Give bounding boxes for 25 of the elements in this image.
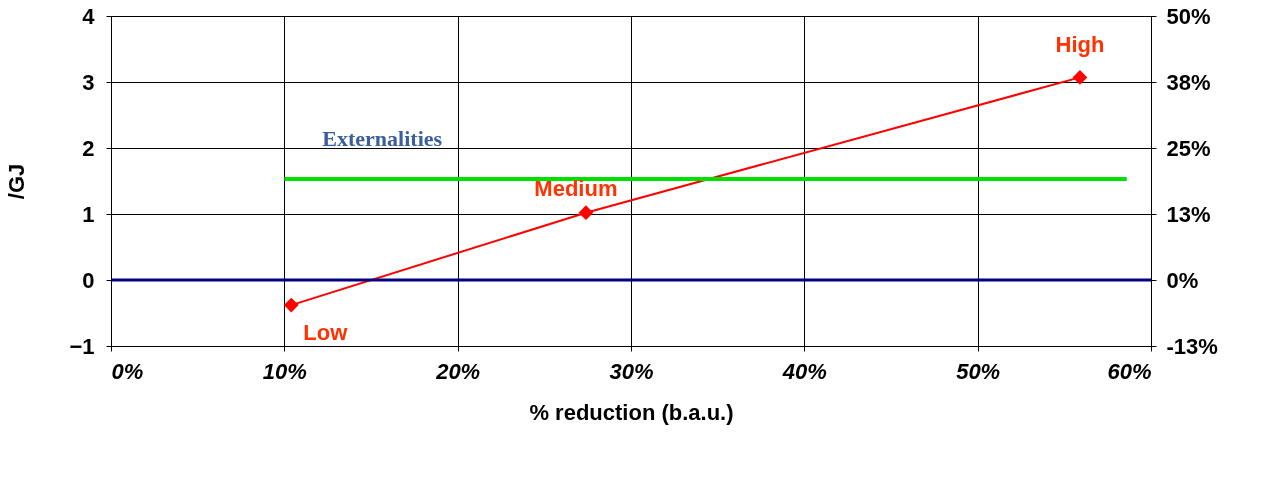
x-tick-label: 50% [956,358,1001,384]
x-axis-title: % reduction (b.a.u.) [529,399,734,425]
y-tick-label: 0 [82,267,95,293]
y-tick-label: 1 [82,201,95,227]
x-tick-label: 40% [781,358,827,384]
y-tick-label: −1 [69,333,95,359]
y-tick-label: 3 [82,69,95,95]
x-tick-label: 60% [1107,358,1152,384]
x-tick-label: 10% [262,358,307,384]
x-tick-label: 30% [609,358,654,384]
x-tick-label: 0% [111,358,144,384]
annotation: Low [303,320,349,346]
y-axis-title: /GJ [4,163,30,200]
y2-tick-label: 0% [1166,267,1199,293]
y2-tick-label: 38% [1166,69,1211,95]
x-tick-label: 20% [435,358,481,384]
y2-tick-label: -13% [1166,333,1218,359]
y2-tick-label: 50% [1166,3,1211,29]
annotation: High [1055,32,1105,58]
y2-tick-label: 25% [1166,135,1211,161]
y2-tick-label: 13% [1166,201,1211,227]
annotation: Medium [534,175,618,201]
y-tick-label: 4 [82,3,96,29]
y-tick-label: 2 [82,135,95,161]
series-label: Externalities [322,126,443,152]
